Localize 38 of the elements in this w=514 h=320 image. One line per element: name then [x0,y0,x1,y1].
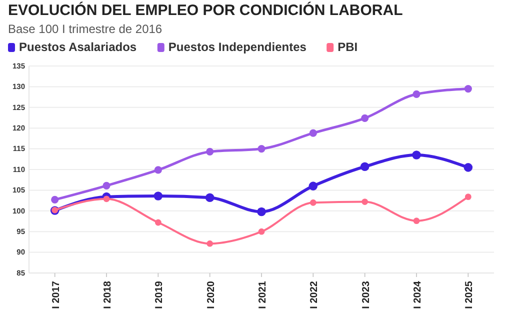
point [154,166,162,174]
point [206,148,214,156]
point [102,182,110,190]
point [206,240,214,247]
x-tick-label: I 2025 [464,280,476,309]
legend-label: Puestos Asalariados [19,40,137,54]
legend-label: Puestos Independientes [168,40,307,54]
point [362,198,368,205]
point [103,196,110,202]
point [205,193,214,202]
point [413,218,420,224]
x-tick-label: I 2019 [154,280,166,309]
point [310,199,316,206]
x-tick-label: I 2023 [360,280,372,309]
point [412,90,420,98]
x-tick-label: I 2024 [412,280,424,309]
point [51,196,59,204]
chart-subtitle: Base 100 I trimestre de 2016 [8,22,162,36]
point [258,228,265,235]
point [309,129,317,137]
point [154,192,163,200]
point [464,84,472,93]
point [257,207,266,216]
point [412,150,421,160]
point [258,145,266,153]
x-tick-label: I 2018 [102,280,114,309]
point [361,114,369,122]
chart-title: EVOLUCIÓN DEL EMPLEO POR CONDICIÓN LABORAL [8,1,403,19]
x-tick-label: I 2020 [206,280,217,309]
point [360,162,370,171]
x-tick-label: I 2021 [258,280,268,309]
point [308,182,318,190]
legend-label: PBI [338,40,358,54]
point [154,219,162,226]
x-tick-label: I 2017 [50,280,62,309]
point [464,163,473,172]
point [464,194,472,200]
x-tick-label: I 2022 [309,280,320,309]
